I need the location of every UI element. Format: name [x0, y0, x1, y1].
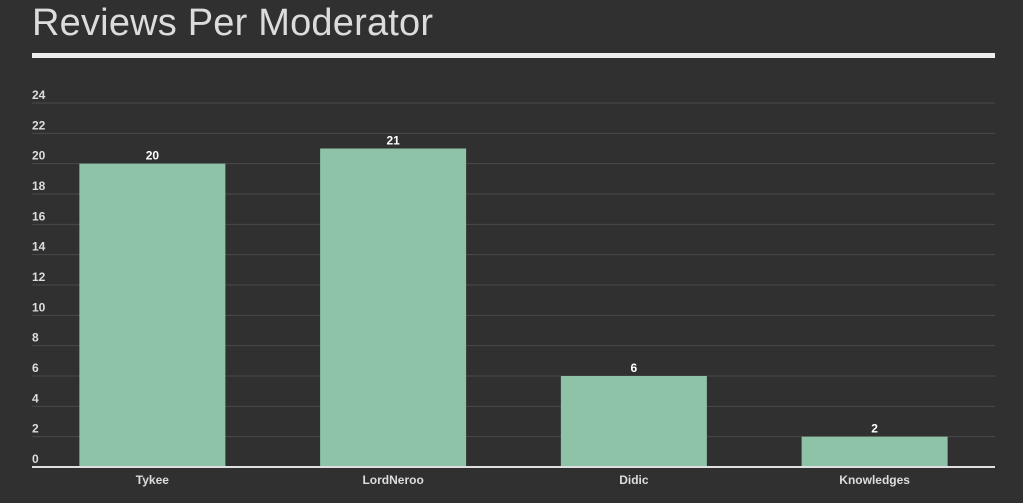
bar-knowledges — [801, 436, 948, 467]
title-underline — [32, 53, 995, 58]
y-tick-label-20: 20 — [32, 149, 46, 163]
y-tick-label-12: 12 — [32, 270, 46, 284]
data-label-lordneroo: 21 — [386, 134, 400, 148]
y-tick-label-0: 0 — [32, 452, 39, 466]
y-tick-label-10: 10 — [32, 300, 46, 314]
data-label-tykee: 20 — [146, 149, 160, 163]
bar-didic — [560, 376, 707, 467]
y-tick-label-14: 14 — [32, 240, 46, 254]
y-tick-label-16: 16 — [32, 209, 46, 223]
x-tick-label-lordneroo: LordNeroo — [362, 473, 423, 487]
x-tick-label-knowledges: Knowledges — [839, 473, 910, 487]
y-tick-label-24: 24 — [32, 88, 46, 102]
x-tick-label-didic: Didic — [619, 473, 649, 487]
data-label-didic: 6 — [631, 361, 638, 375]
bar-lordneroo — [320, 148, 467, 467]
y-tick-label-22: 22 — [32, 118, 46, 132]
page-title: Reviews Per Moderator — [32, 2, 434, 44]
y-tick-label-6: 6 — [32, 361, 39, 375]
x-tick-label-tykee: Tykee — [136, 473, 169, 487]
y-tick-label-2: 2 — [32, 422, 39, 436]
bar-tykee — [79, 163, 226, 467]
data-label-knowledges: 2 — [871, 422, 878, 436]
y-tick-label-18: 18 — [32, 179, 46, 193]
y-tick-label-4: 4 — [32, 391, 39, 405]
y-tick-label-8: 8 — [32, 331, 39, 345]
